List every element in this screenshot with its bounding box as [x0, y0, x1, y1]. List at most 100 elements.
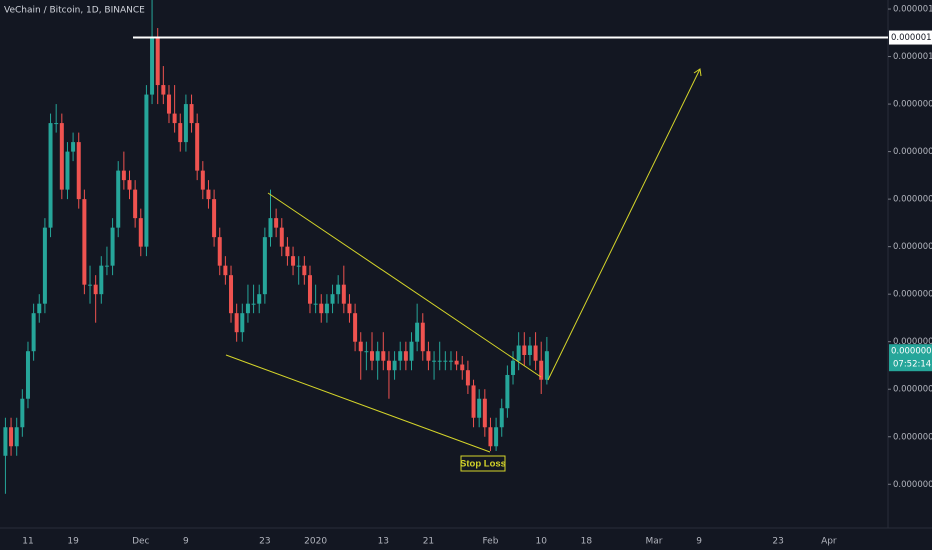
x-tick-label: 21: [423, 537, 434, 547]
candle-body: [505, 374, 510, 409]
candle-body: [116, 170, 121, 228]
trendline-lower: [225, 354, 491, 453]
candle-body: [499, 408, 504, 428]
candle-body: [71, 142, 76, 152]
candle-body: [279, 227, 284, 247]
candle-body: [25, 351, 30, 399]
candle-body: [482, 398, 487, 428]
x-tick-label: 10: [535, 537, 547, 547]
candle-body: [465, 370, 470, 386]
annotation-box: [460, 455, 506, 472]
candle-body: [454, 360, 459, 365]
x-tick-label: Feb: [482, 537, 498, 547]
candle-body: [285, 246, 290, 257]
candle-body: [296, 265, 301, 267]
candle-body: [31, 313, 36, 352]
x-tick-label: 9: [183, 537, 189, 547]
candle-body: [189, 104, 194, 124]
candle-body: [522, 345, 527, 356]
candle-body: [268, 218, 273, 238]
y-tick-label: 0.00000055: [893, 480, 932, 490]
candle-body: [381, 351, 386, 361]
axes: 0.00000105 0.00000100 0.00000095 0.00000090…: [22, 5, 932, 547]
y-tick-label: 0.00000105: [893, 5, 932, 15]
candle-body: [324, 303, 329, 314]
y-tick-label: 0.00000100: [893, 52, 932, 62]
candle-body: [313, 303, 318, 305]
candle-body: [448, 360, 453, 362]
candles: [3, 0, 549, 494]
candle-body: [409, 341, 414, 361]
candle-body: [347, 303, 352, 314]
candle-body: [291, 256, 296, 266]
candle-body: [3, 427, 8, 456]
candle-body: [386, 360, 391, 371]
candle-body: [437, 360, 442, 362]
candle-body: [234, 313, 239, 333]
candle-body: [183, 104, 188, 143]
candle-body: [341, 284, 346, 304]
candle-body: [14, 427, 19, 447]
candle-body: [59, 123, 64, 190]
last-price-label: 0.00000069: [891, 347, 932, 357]
candle-body: [539, 360, 544, 380]
candle-body: [206, 189, 211, 200]
x-tick-label: 13: [378, 537, 389, 547]
x-tick-label: Dec: [132, 537, 149, 547]
level-label-box: [889, 30, 932, 45]
candle-body: [229, 275, 234, 314]
candle-body: [223, 265, 228, 276]
candle-body: [245, 303, 250, 314]
candle-body: [178, 123, 183, 143]
candle-body: [262, 237, 267, 295]
candle-body: [172, 113, 177, 124]
x-tick-label: 2020: [304, 537, 327, 547]
last-price-box: [889, 344, 932, 372]
candle-body: [133, 189, 138, 219]
candle-body: [20, 398, 25, 428]
level-label: 0.00000102: [891, 33, 932, 43]
projection-arrow: [547, 68, 701, 381]
candle-body: [494, 427, 499, 447]
y-tick-label: 0.00000085: [893, 195, 932, 205]
chart-title: VeChain / Bitcoin, 1D, BINANCE: [4, 6, 145, 16]
x-tick-label: 9: [696, 537, 702, 547]
candle-body: [166, 94, 171, 114]
y-tick-label: 0.00000095: [893, 100, 932, 110]
candle-body: [516, 345, 521, 361]
countdown: 07:52:14: [893, 360, 931, 370]
candle-body: [544, 351, 549, 380]
candle-body: [251, 303, 256, 305]
candle-body: [420, 322, 425, 352]
candle-body: [358, 341, 363, 352]
candle-body: [82, 199, 87, 285]
candle-body: [471, 385, 476, 418]
candle-body: [533, 345, 538, 361]
candle-body: [443, 360, 448, 362]
candle-body: [161, 85, 166, 95]
candle-body: [37, 303, 42, 314]
candle-body: [432, 360, 437, 362]
candle-body: [403, 351, 408, 361]
x-tick-label: 23: [259, 537, 270, 547]
candle-body: [392, 360, 397, 371]
candle-body: [511, 360, 516, 375]
y-tick-label: 0.00000070: [893, 337, 932, 347]
candle-body: [54, 123, 59, 125]
candle-body: [195, 123, 200, 171]
candle-body: [110, 227, 115, 266]
x-tick-label: 23: [772, 537, 783, 547]
candle-body: [42, 227, 47, 304]
candle-body: [9, 427, 14, 447]
candle-body: [488, 427, 493, 447]
candle-body: [144, 94, 149, 247]
trendline-upper: [267, 192, 542, 378]
candle-body: [353, 313, 358, 342]
candle-body: [375, 351, 380, 361]
candle-body: [138, 218, 143, 247]
price-markers: 0.00000102 0.00000069 07:52:14: [133, 30, 932, 372]
candle-body: [121, 170, 126, 181]
candle-body: [48, 123, 53, 228]
candle-body: [88, 284, 93, 286]
x-tick-label: 18: [581, 537, 593, 547]
